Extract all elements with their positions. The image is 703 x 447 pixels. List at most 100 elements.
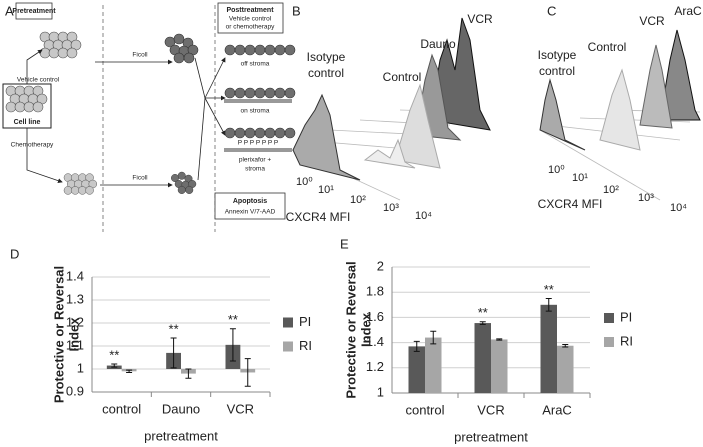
panel-c: C Isotype control Control VCR AraC CXCR4…	[538, 3, 702, 213]
y-tick-label: 1.4	[66, 268, 84, 283]
panel-letter: A	[5, 3, 14, 18]
error-bar	[496, 338, 503, 341]
error-bar	[244, 358, 251, 387]
histogram	[394, 83, 441, 169]
cells	[224, 44, 296, 56]
y-tick-label: 1	[377, 384, 384, 399]
stroma	[224, 148, 292, 152]
significance: **	[109, 347, 119, 362]
label: Control	[383, 70, 422, 84]
panel-letter: B	[292, 3, 301, 18]
tick-label: 10⁴	[670, 202, 687, 214]
label: off stroma	[241, 61, 270, 68]
y-tick-label: 2	[377, 258, 384, 273]
error-bar	[170, 337, 177, 369]
y-axis-label: Index	[358, 312, 373, 347]
label: Isotype	[307, 50, 346, 64]
label: Annexin V/7-AAD	[225, 209, 276, 216]
legend-swatch	[604, 337, 614, 347]
cells	[224, 127, 296, 139]
label: Vehicle control	[229, 16, 272, 23]
label: Ficoll	[132, 175, 148, 182]
tick-label: 10²	[350, 194, 366, 206]
histogram	[429, 17, 491, 131]
label: control	[539, 64, 575, 78]
label: Control	[588, 40, 627, 54]
y-tick-label: 1	[77, 360, 84, 375]
bar	[540, 304, 557, 393]
histogram	[659, 29, 701, 121]
y-tick-label: 1.4	[366, 334, 384, 349]
legend-label: PI	[299, 314, 311, 329]
y-tick-label: 0.9	[66, 383, 84, 398]
label: Posttreatment	[226, 7, 274, 14]
x-tick-label: VCR	[477, 402, 504, 417]
histogram	[363, 138, 416, 169]
x-tick-label: Dauno	[162, 401, 200, 416]
x-tick-label: AraC	[542, 402, 572, 417]
axis-label: CXCR4 MFI	[286, 210, 351, 224]
cells	[5, 85, 48, 113]
tick-label: 10³	[638, 192, 654, 204]
y-axis-label: Protective or Reversal	[51, 266, 66, 403]
box	[15, 2, 53, 20]
y-tick-label: 1.8	[366, 284, 384, 299]
panel-letter: C	[547, 3, 556, 18]
legend-label: RI	[299, 338, 312, 353]
cells	[63, 173, 98, 195]
panel-letter: D	[10, 246, 19, 261]
legend-swatch	[283, 317, 293, 328]
label: Ficoll	[132, 52, 148, 59]
stroma	[224, 99, 292, 103]
label: Pretreatment	[12, 8, 56, 15]
error-bar	[430, 330, 437, 345]
bar	[557, 345, 574, 393]
label: Chemotherapy	[11, 142, 54, 149]
significance: **	[478, 305, 488, 320]
error-bar	[126, 369, 133, 373]
histogram	[639, 44, 673, 129]
connector	[194, 57, 206, 181]
legend-label: PI	[620, 309, 632, 324]
panel-letter: E	[340, 236, 349, 251]
cells	[164, 33, 199, 64]
significance: **	[544, 282, 554, 297]
label: Cell line	[14, 119, 41, 126]
arrow	[26, 128, 63, 183]
arrow	[204, 97, 226, 136]
legend-swatch	[604, 313, 614, 323]
significance: **	[169, 321, 179, 336]
error-bar	[111, 363, 118, 368]
x-tick-label: VCR	[227, 401, 254, 416]
chart: E 1 1.2 1.4 1.6 1.8 2 control VCR ** AraC ** Protect…	[340, 236, 633, 444]
label: AraC	[674, 4, 702, 18]
y-tick-label: 1.2	[366, 359, 384, 374]
error-bar	[545, 298, 552, 312]
label: Apoptosis	[233, 198, 267, 205]
error-bar	[229, 328, 236, 362]
y-axis-label: Index	[66, 317, 81, 352]
y-axis-label: Protective or Reversal	[343, 261, 358, 398]
label: Dauno	[420, 37, 456, 51]
tick-label: 10⁴	[415, 210, 432, 222]
y-tick-label: 1.1	[66, 337, 84, 352]
arrow	[204, 57, 226, 99]
label: VCR	[639, 14, 665, 28]
label: P P P P P P P	[238, 140, 278, 147]
histogram	[539, 78, 586, 151]
x-tick-label: control	[102, 401, 141, 416]
y-tick-label: 1.6	[366, 309, 384, 324]
axis-label: CXCR4 MFI	[538, 197, 603, 211]
box	[214, 192, 286, 220]
tick-label: 10²	[603, 184, 619, 196]
histogram	[292, 93, 361, 181]
arrow	[26, 49, 43, 88]
label: Vehicle control	[17, 77, 60, 84]
label: Isotype	[538, 48, 577, 62]
label: stroma	[245, 166, 265, 173]
error-bar	[185, 368, 192, 379]
label: VCR	[467, 12, 493, 26]
label: control	[308, 66, 344, 80]
label: or chemotherapy	[226, 24, 276, 31]
